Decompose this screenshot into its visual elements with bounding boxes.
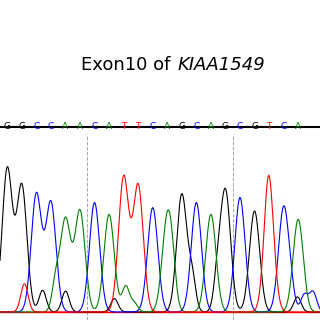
Text: C: C: [92, 122, 98, 131]
Text: T: T: [135, 122, 141, 131]
Text: T: T: [121, 122, 126, 131]
Text: G: G: [4, 122, 11, 131]
Text: G: G: [178, 122, 185, 131]
Text: C: C: [48, 122, 54, 131]
Text: Exon10 of: Exon10 of: [81, 56, 176, 74]
Text: KIAA1549: KIAA1549: [178, 56, 265, 74]
Text: G: G: [18, 122, 25, 131]
Text: A: A: [164, 122, 170, 131]
Text: A: A: [77, 122, 83, 131]
Text: A: A: [62, 122, 68, 131]
Text: A: A: [208, 122, 214, 131]
Text: C: C: [33, 122, 39, 131]
Text: C: C: [281, 122, 287, 131]
Text: G: G: [222, 122, 229, 131]
Text: C: C: [237, 122, 243, 131]
Text: G: G: [251, 122, 258, 131]
Text: A: A: [106, 122, 112, 131]
Text: A: A: [295, 122, 301, 131]
Text: C: C: [193, 122, 199, 131]
Text: C: C: [150, 122, 156, 131]
Text: T: T: [267, 122, 272, 131]
